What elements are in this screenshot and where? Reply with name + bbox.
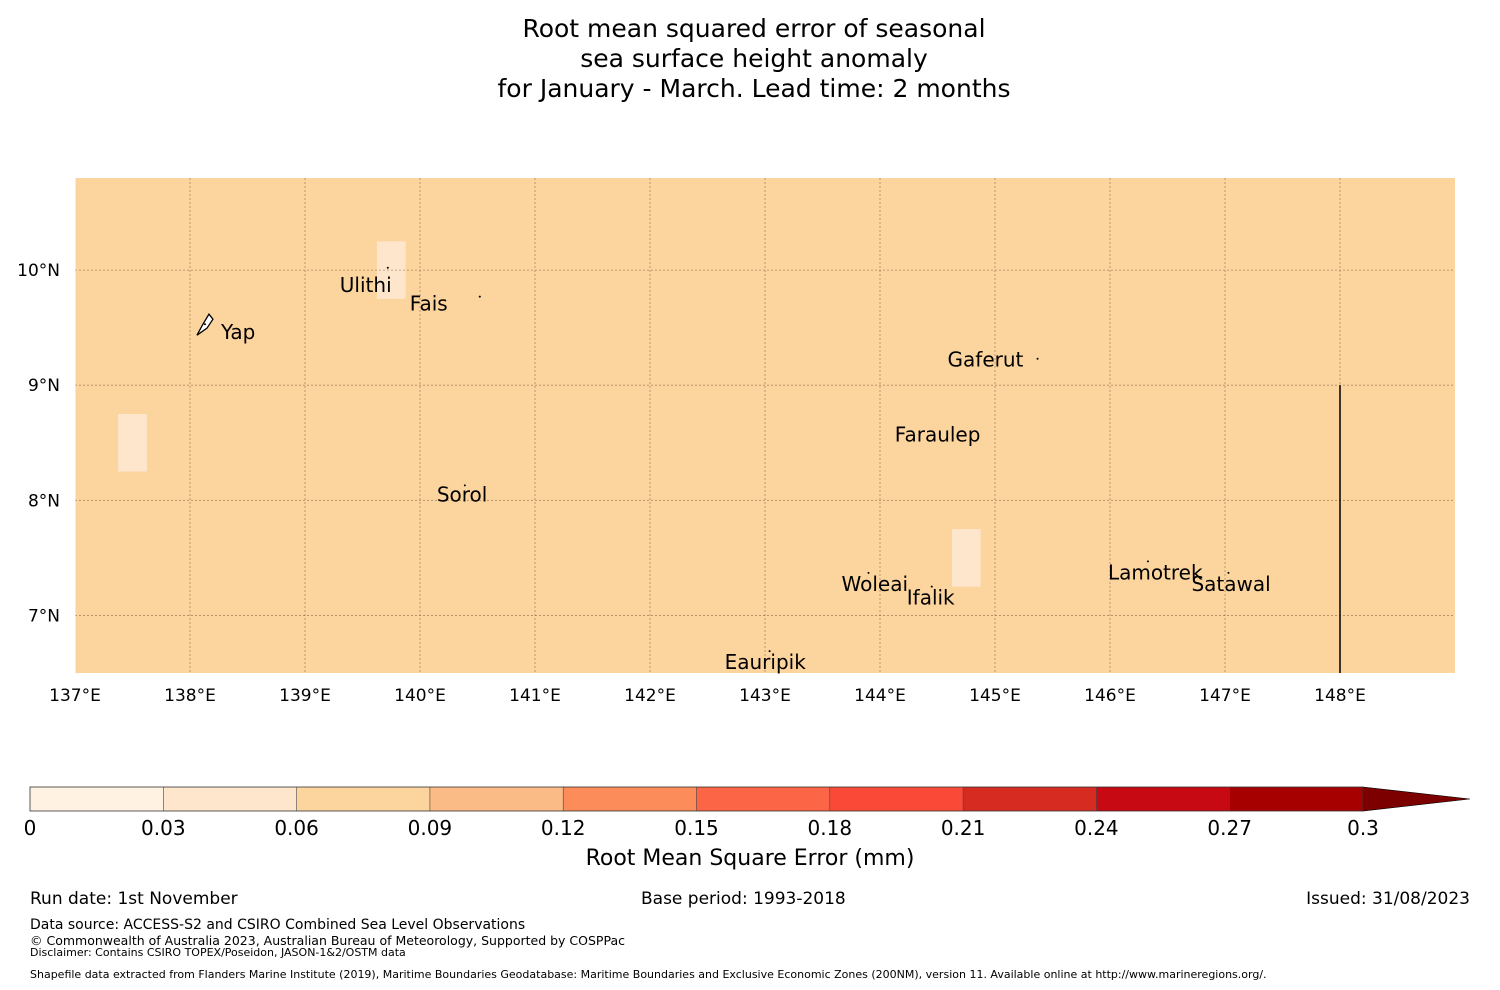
rmse-cell [376, 500, 579, 530]
lat-tick-label: 9°N [28, 376, 60, 396]
rmse-cell [319, 557, 636, 587]
colorbar-tick-label: 0.3 [1347, 816, 1379, 840]
copyright: © Commonwealth of Australia 2023, Austra… [30, 933, 625, 948]
lon-tick-label: 143°E [739, 686, 791, 706]
island-label-eauripik: Eauripik [725, 650, 807, 674]
map-chart: Yap Ulithi Fais Sorol Gaferut Faraulep WoleaiI… [17, 178, 1471, 840]
colorbar-segment [563, 787, 697, 811]
colorbar-segment [1096, 787, 1230, 811]
colorbar-segment [696, 787, 830, 811]
rmse-cell [348, 586, 665, 616]
island-marker [867, 571, 870, 574]
island-marker [1036, 357, 1039, 360]
rmse-cell [118, 413, 147, 472]
colorbar-segment [829, 787, 964, 811]
run-date: Run date: 1st November [30, 889, 238, 909]
colorbar-segment [429, 787, 564, 811]
island-marker [938, 432, 941, 435]
plot-area: Yap Ulithi Fais Sorol Gaferut Faraulep WoleaiI… [74, 178, 1455, 674]
colorbar-tick-label: 0.09 [408, 816, 453, 840]
lat-tick-label: 10°N [17, 261, 60, 281]
island-label-ifalik: Ifalik [907, 586, 955, 610]
lon-tick-label: 144°E [854, 686, 906, 706]
colorbar-extension-arrow [1362, 786, 1471, 812]
colorbar-segment [963, 787, 1097, 811]
rmse-cell [348, 529, 636, 558]
island-label-satawal: Satawal [1191, 572, 1270, 596]
lon-tick-label: 146°E [1084, 686, 1136, 706]
rmse-cell [376, 615, 665, 645]
data-source: Data source: ACCESS-S2 and CSIRO Combine… [30, 917, 526, 933]
lon-tick-label: 138°E [164, 686, 216, 706]
colorbar-segment [163, 787, 297, 811]
island-marker [203, 323, 206, 326]
island-label-gaferut: Gaferut [948, 348, 1024, 372]
colorbar-tick-label: 0.15 [674, 816, 719, 840]
island-marker [1146, 560, 1149, 563]
colorbar-label: Root Mean Square Error (mm) [585, 846, 915, 871]
island-marker [463, 484, 466, 487]
title-line-3: for January - March. Lead time: 2 months [497, 74, 1011, 103]
chart-title: Root mean squared error of seasonal sea … [0, 14, 1500, 104]
island-label-sorol: Sorol [437, 482, 488, 506]
island-label-yap: Yap [220, 320, 255, 344]
colorbar-tick-label: 0 [24, 816, 37, 840]
rmse-cell [75, 644, 119, 673]
title-line-1: Root mean squared error of seasonal [522, 14, 986, 43]
base-period: Base period: 1993-2018 [641, 889, 846, 909]
island-label-woleai: Woleai [842, 572, 909, 596]
island-marker [386, 266, 389, 269]
lon-tick-label: 141°E [509, 686, 561, 706]
title-line-2: sea surface height anomaly [580, 44, 928, 73]
longitude-axis: 137°E 138°E 139°E 140°E 141°E 142°E 143°E 144°E… [49, 686, 1366, 706]
lon-tick-label: 148°E [1314, 686, 1366, 706]
colorbar-tick-label: 0.12 [541, 816, 586, 840]
colorbar-segment [1229, 787, 1363, 811]
issued-date: Issued: 31/08/2023 [1306, 889, 1470, 909]
island-label-faraulep: Faraulep [895, 423, 981, 447]
island-label-lamotrek: Lamotrek [1108, 560, 1203, 584]
island-label-fais: Fais [410, 292, 448, 316]
island-marker [768, 650, 771, 653]
disclaimer: Disclaimer: Contains CSIRO TOPEX/Poseido… [30, 946, 406, 959]
lat-tick-label: 7°N [28, 606, 60, 626]
island-marker [1227, 571, 1230, 574]
colorbar-tick-label: 0.03 [141, 816, 186, 840]
lon-tick-label: 145°E [969, 686, 1021, 706]
rmse-cell [75, 615, 90, 645]
colorbar-segment [30, 787, 164, 811]
rmse-cell [463, 644, 636, 673]
latitude-axis: 7°N 8°N 9°N 10°N [17, 261, 60, 626]
lon-tick-label: 139°E [279, 686, 331, 706]
colorbar-tick-label: 0.21 [941, 816, 986, 840]
colorbar-tick-label: 0.24 [1074, 816, 1119, 840]
colorbar: 0 0.03 0.06 0.09 0.12 0.15 0.18 0.21 0.24 0.27 0.3 [24, 786, 1471, 840]
colorbar-tick-label: 0.18 [808, 816, 853, 840]
island-marker [930, 585, 933, 588]
rmse-cell [951, 529, 981, 587]
colorbar-tick-label: 0.06 [274, 816, 319, 840]
lon-tick-label: 137°E [49, 686, 101, 706]
lat-tick-label: 8°N [28, 491, 60, 511]
lon-tick-label: 147°E [1199, 686, 1251, 706]
colorbar-tick-label: 0.27 [1207, 816, 1252, 840]
island-marker [478, 295, 481, 298]
lon-tick-label: 140°E [394, 686, 446, 706]
lon-tick-label: 142°E [624, 686, 676, 706]
colorbar-segment [296, 787, 430, 811]
island-label-ulithi: Ulithi [340, 273, 392, 297]
shapefile-credit: Shapefile data extracted from Flanders M… [30, 968, 1267, 981]
